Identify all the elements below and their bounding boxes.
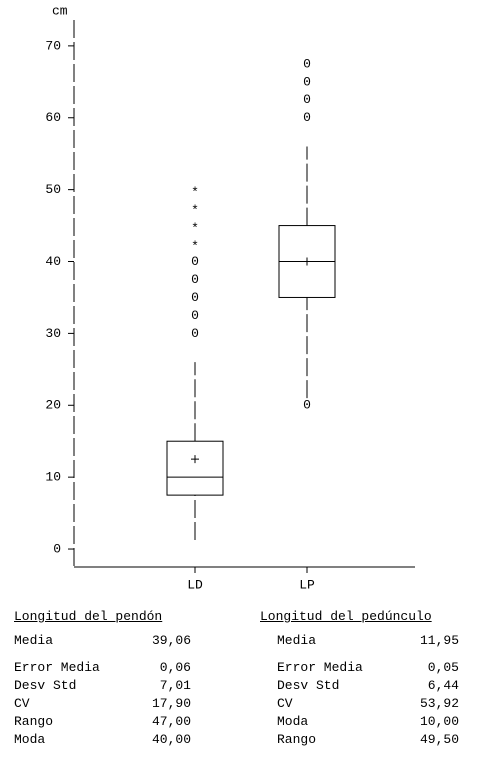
extreme: *	[191, 185, 199, 200]
stats-label: Desv Std	[14, 678, 77, 693]
x-tick-label: LP	[299, 577, 315, 592]
stats-value: 53,92	[419, 696, 459, 711]
stats-label: CV	[277, 696, 293, 711]
stats-panel: Longitud del pendón Media 39,06 Error Media…	[14, 608, 191, 749]
outlier: 0	[303, 74, 311, 89]
stats-row: Moda 40,00	[14, 731, 191, 749]
stats-value: 6,44	[427, 678, 459, 693]
stats-row: Error Media 0,06	[14, 659, 191, 677]
stats-panel: Longitud del pedúnculo Media 11,95 Error Me…	[260, 608, 459, 749]
y-tick-label: 20	[45, 398, 61, 413]
stats-value: 49,50	[419, 732, 459, 747]
box	[166, 440, 224, 496]
stats-row: CV 53,92	[260, 695, 459, 713]
extreme: *	[191, 239, 199, 254]
stats-label: Error Media	[277, 660, 363, 675]
y-tick-label: 50	[45, 182, 61, 197]
outlier: 0	[303, 398, 311, 413]
outlier: 0	[303, 92, 311, 107]
outlier: 0	[303, 56, 311, 71]
stats-value: 10,00	[419, 714, 459, 729]
y-axis-label: cm	[52, 3, 68, 18]
mean-marker	[191, 455, 199, 464]
stats-label: Moda	[277, 714, 309, 729]
stats-label: Media	[14, 633, 54, 648]
stats-value: 11,95	[419, 633, 459, 648]
y-tick-label: 60	[45, 110, 61, 125]
stats-label: Rango	[277, 732, 317, 747]
stats-row: Moda 10,00	[260, 713, 459, 731]
stats-label: Moda	[14, 732, 46, 747]
stats-row: Error Media 0,05	[260, 659, 459, 677]
stats-row: Media 11,95	[260, 632, 459, 650]
stats-row: Desv Std 6,44	[260, 677, 459, 695]
stats-value: 7,01	[159, 678, 191, 693]
x-tick-label: LD	[187, 577, 203, 592]
stats-title: Longitud del pedúnculo	[260, 609, 432, 624]
y-tick-label: 30	[45, 326, 61, 341]
stats-row: Media 39,06	[14, 632, 191, 650]
stats-value: 39,06	[151, 633, 191, 648]
outlier: 0	[191, 290, 199, 305]
stats-value: 17,90	[151, 696, 191, 711]
outlier: 0	[191, 254, 199, 269]
stats-label: CV	[14, 696, 30, 711]
stats-value: 0,05	[427, 660, 459, 675]
stats-label: Rango	[14, 714, 54, 729]
stats-row: Rango 49,50	[260, 731, 459, 749]
stats-value: 0,06	[159, 660, 191, 675]
stats-label: Error Media	[14, 660, 100, 675]
stats-title: Longitud del pendón	[14, 609, 163, 624]
stats-value: 40,00	[151, 732, 191, 747]
y-tick-label: 40	[45, 254, 61, 269]
stats-row: Rango 47,00	[14, 713, 191, 731]
stats-row: CV 17,90	[14, 695, 191, 713]
stats-label: Desv Std	[277, 678, 340, 693]
outlier: 0	[191, 326, 199, 341]
extreme: *	[191, 221, 199, 236]
stats-value: 47,00	[151, 714, 191, 729]
outlier: 0	[191, 308, 199, 323]
y-tick-label: 0	[53, 541, 61, 556]
stats-row: Desv Std 7,01	[14, 677, 191, 695]
y-tick-label: 70	[45, 38, 61, 53]
outlier: 0	[303, 110, 311, 125]
stats-label: Media	[277, 633, 317, 648]
outlier: 0	[191, 272, 199, 287]
extreme: *	[191, 203, 199, 218]
y-tick-label: 10	[45, 470, 61, 485]
mean-marker	[303, 257, 311, 266]
